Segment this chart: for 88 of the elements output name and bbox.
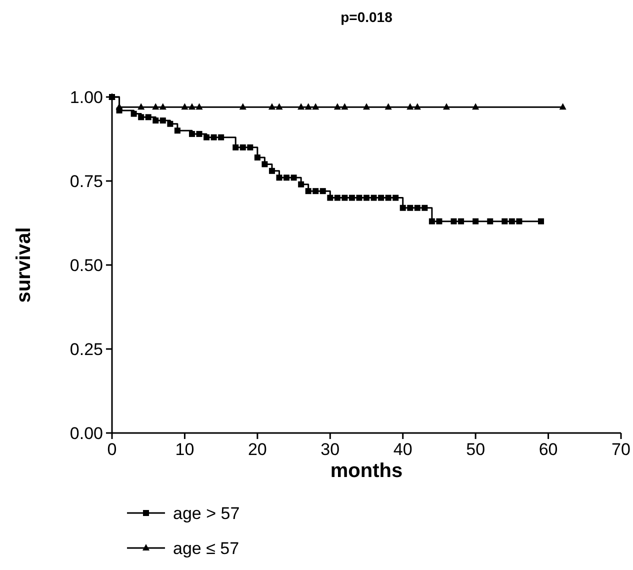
point [363, 103, 370, 110]
point [276, 174, 282, 181]
point [210, 134, 217, 140]
point [428, 218, 435, 224]
point [312, 103, 320, 110]
chart-title: p=0.018 [340, 9, 393, 25]
point [298, 181, 304, 188]
x-tick-label: 70 [612, 440, 630, 459]
y-tick-label: 0.75 [70, 172, 103, 191]
point [406, 103, 414, 110]
point [181, 103, 188, 110]
point [334, 103, 341, 110]
x-tick-label: 60 [538, 440, 558, 459]
x-tick-label: 40 [393, 440, 412, 459]
point [138, 114, 144, 120]
point [341, 103, 348, 110]
x-axis-title: months [330, 460, 403, 482]
point [458, 218, 464, 224]
point [342, 194, 348, 201]
point [152, 103, 160, 110]
y-tick-label: 0.50 [70, 256, 103, 275]
point [348, 194, 355, 201]
point [502, 218, 508, 224]
point [370, 194, 377, 201]
point [239, 103, 246, 110]
point [218, 134, 224, 140]
point [290, 174, 297, 181]
point [188, 103, 196, 110]
point [204, 134, 210, 140]
point [559, 103, 566, 110]
point [284, 174, 290, 181]
legend-label: age ≤ 57 [173, 539, 240, 558]
point [442, 103, 450, 110]
point [407, 204, 414, 211]
x-tick-label: 30 [320, 440, 340, 459]
x-tick-label: 10 [175, 440, 194, 459]
point [276, 103, 283, 110]
point [312, 188, 319, 194]
point [472, 218, 479, 224]
point [145, 114, 152, 120]
point [268, 103, 276, 110]
point [516, 218, 522, 224]
point [196, 130, 202, 137]
legend-label: age > 57 [173, 504, 240, 523]
point [262, 161, 268, 168]
point [472, 103, 480, 110]
point [400, 204, 406, 211]
y-tick-label: 0.00 [70, 424, 103, 443]
point [356, 194, 362, 201]
point [167, 120, 174, 127]
point [487, 218, 494, 224]
point [436, 218, 442, 224]
point [320, 188, 326, 194]
point [327, 194, 334, 201]
point [240, 144, 246, 150]
point [130, 110, 137, 117]
point [364, 194, 370, 201]
point [160, 118, 166, 124]
point [414, 204, 420, 211]
point [422, 204, 428, 211]
y-tick-label: 0.25 [70, 340, 103, 359]
point [188, 130, 195, 137]
point [508, 218, 515, 224]
y-axis-title: survival [13, 227, 35, 303]
point [304, 103, 312, 110]
point [392, 194, 399, 201]
point [378, 194, 384, 201]
point [196, 103, 203, 110]
point [538, 218, 544, 224]
point [268, 168, 275, 174]
point [138, 103, 145, 110]
point [334, 194, 340, 201]
x-tick-label: 20 [248, 440, 267, 459]
point [298, 103, 305, 110]
point [414, 103, 421, 110]
point [152, 118, 159, 124]
point [450, 218, 457, 224]
point [159, 103, 166, 110]
point [305, 188, 312, 194]
x-tick-label: 0 [107, 440, 117, 459]
point [254, 154, 260, 160]
y-tick-label: 1.00 [70, 88, 103, 107]
point [247, 144, 254, 150]
point [385, 194, 392, 201]
x-tick-label: 50 [466, 440, 486, 459]
point [384, 103, 392, 110]
point [174, 128, 180, 134]
point [232, 144, 239, 150]
